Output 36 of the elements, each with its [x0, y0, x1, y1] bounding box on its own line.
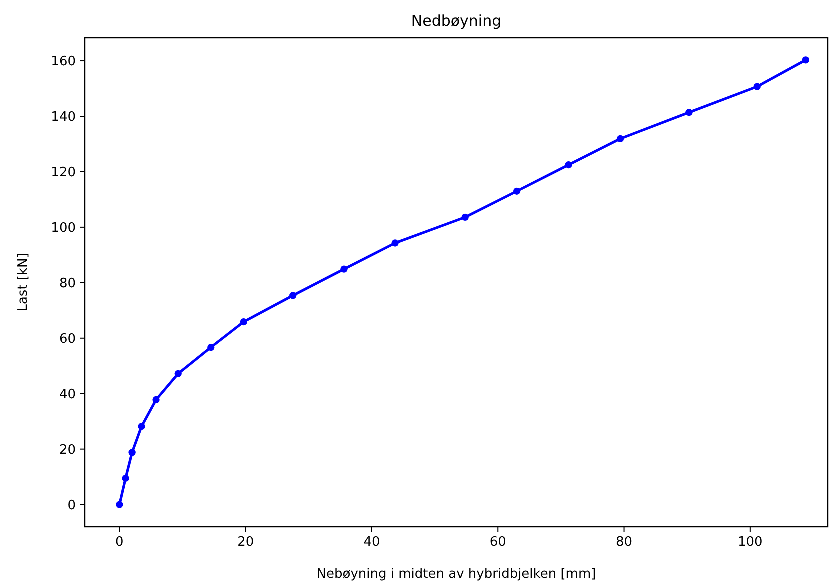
- point: [138, 423, 146, 430]
- point: [152, 396, 160, 404]
- y-tick-label: 120: [51, 166, 76, 181]
- y-tick-label: 0: [68, 498, 76, 514]
- x-tick-label: 60: [490, 535, 506, 550]
- point: [340, 266, 348, 273]
- point: [802, 56, 810, 64]
- y-tick-label: 160: [51, 54, 76, 70]
- point: [392, 240, 399, 247]
- y-tick-label: 140: [51, 110, 76, 126]
- y-tick-label: 60: [59, 332, 76, 347]
- x-tick-label: 0: [116, 535, 124, 550]
- y-tick-label: 40: [59, 387, 76, 402]
- x-tick-label: 40: [364, 535, 380, 550]
- point: [240, 318, 248, 326]
- point: [128, 449, 136, 456]
- y-tick-label: 80: [59, 276, 76, 292]
- point: [616, 135, 624, 143]
- point: [122, 474, 130, 482]
- x-axis-title: Nebøyning i midten av hybridbjelken [mm]: [316, 567, 596, 582]
- y-tick-label: 20: [59, 442, 76, 458]
- point: [290, 292, 297, 300]
- x-tick-label: 80: [616, 535, 633, 550]
- x-tick-label: 100: [738, 535, 763, 550]
- point: [754, 83, 761, 90]
- point: [686, 109, 693, 116]
- point: [462, 214, 469, 222]
- point: [513, 188, 521, 195]
- point: [208, 344, 215, 352]
- y-axis-title: Last [kN]: [16, 253, 31, 312]
- point: [565, 161, 572, 169]
- chart-title: Nedbøyning: [411, 12, 502, 30]
- point: [174, 370, 182, 378]
- x-tick-label: 20: [238, 535, 254, 550]
- point: [116, 501, 124, 508]
- y-tick-label: 100: [51, 220, 76, 236]
